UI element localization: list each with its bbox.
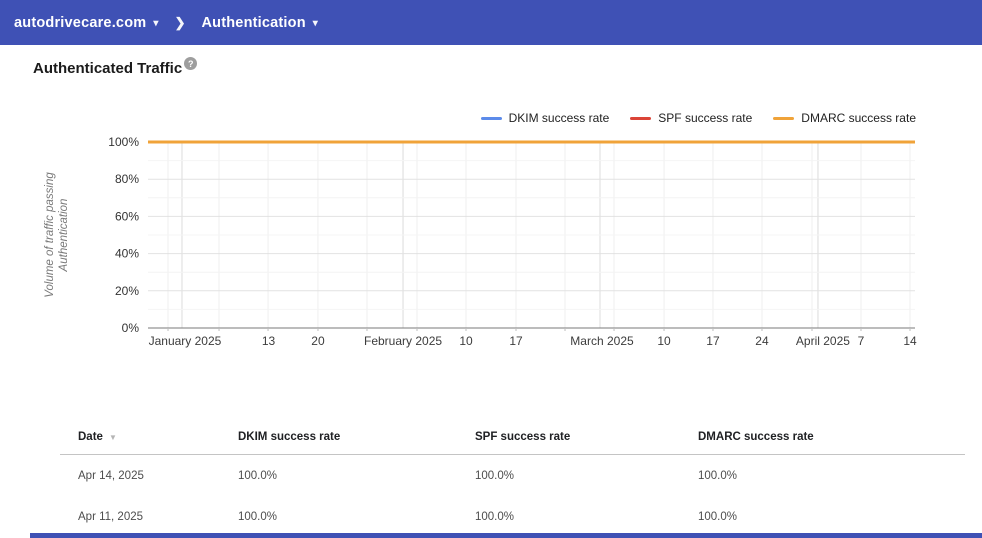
chevron-down-icon: ▾ — [153, 18, 159, 29]
legend-label-dmarc: DMARC success rate — [801, 111, 916, 125]
cell-dkim: 100.0% — [238, 469, 278, 482]
dmarc-line-swatch-icon — [773, 116, 795, 120]
svg-text:20%: 20% — [115, 284, 139, 298]
svg-text:January 2025: January 2025 — [149, 334, 222, 348]
svg-text:100%: 100% — [108, 135, 139, 149]
column-header-spf[interactable]: SPF success rate — [475, 431, 698, 443]
svg-text:80%: 80% — [115, 172, 139, 186]
svg-text:13: 13 — [262, 334, 276, 348]
svg-text:10: 10 — [459, 334, 473, 348]
sort-descending-icon: ▼ — [108, 432, 117, 442]
auth-results-table: Date ▼ DKIM success rate SPF success rat… — [60, 420, 965, 537]
legend-item-spf: SPF success rate — [630, 111, 752, 125]
svg-text:February 2025: February 2025 — [364, 334, 442, 348]
legend-item-dmarc: DMARC success rate — [773, 111, 916, 125]
svg-text:14: 14 — [903, 334, 917, 348]
authenticated-traffic-chart[interactable]: 0% 20% 40% 60% 80% 100% January 2025 13 20 Februa… — [0, 130, 982, 360]
svg-text:April 2025: April 2025 — [796, 334, 850, 348]
column-header-date[interactable]: Date ▼ — [78, 431, 238, 443]
svg-text:0%: 0% — [122, 321, 140, 335]
svg-text:Volume of traffic passing: Volume of traffic passing — [44, 172, 56, 298]
legend-item-dkim: DKIM success rate — [480, 111, 610, 125]
svg-text:Authentication: Authentication — [58, 199, 70, 273]
chevron-down-icon: ▾ — [312, 18, 319, 29]
dkim-line-swatch-icon — [480, 116, 502, 120]
cell-dmarc: 100.0% — [698, 510, 738, 523]
page-title-row: Authenticated Traffic ? — [33, 57, 198, 77]
column-header-dkim-label: DKIM success rate — [238, 431, 341, 443]
svg-text:7: 7 — [858, 334, 865, 348]
svg-text:24: 24 — [755, 334, 769, 348]
column-header-dkim[interactable]: DKIM success rate — [238, 431, 475, 443]
help-icon[interactable]: ? — [184, 57, 198, 70]
section-selector[interactable]: Authentication ▾ — [201, 15, 318, 31]
table-row: Apr 11, 2025 100.0% 100.0% 100.0% — [60, 496, 965, 537]
table-header-row: Date ▼ DKIM success rate SPF success rat… — [60, 420, 965, 455]
cell-dkim: 100.0% — [238, 510, 278, 523]
cell-date: Apr 14, 2025 — [78, 469, 144, 482]
cell-spf: 100.0% — [475, 469, 515, 482]
svg-text:10: 10 — [657, 334, 671, 348]
cell-dmarc: 100.0% — [698, 469, 738, 482]
legend-label-spf: SPF success rate — [658, 111, 753, 125]
section-selector-label: Authentication — [201, 14, 306, 31]
svg-text:17: 17 — [509, 334, 523, 348]
page-title: Authenticated Traffic — [33, 60, 183, 77]
svg-text:March 2025: March 2025 — [570, 334, 634, 348]
chart-legend: DKIM success rate SPF success rate DMARC… — [480, 111, 916, 125]
column-header-spf-label: SPF success rate — [475, 431, 571, 443]
domain-selector-label: autodrivecare.com — [14, 14, 147, 31]
svg-text:17: 17 — [706, 334, 720, 348]
domain-selector[interactable]: autodrivecare.com ▾ — [14, 15, 159, 31]
table-row: Apr 14, 2025 100.0% 100.0% 100.0% — [60, 455, 965, 496]
top-navigation-bar: autodrivecare.com ▾ ❯ Authentication ▾ — [0, 0, 982, 45]
cell-date: Apr 11, 2025 — [78, 510, 144, 523]
svg-text:40%: 40% — [115, 247, 139, 261]
column-header-date-label: Date — [78, 431, 103, 443]
bottom-bar — [30, 533, 982, 538]
svg-text:20: 20 — [311, 334, 325, 348]
column-header-dmarc-label: DMARC success rate — [698, 431, 814, 443]
spf-line-swatch-icon — [630, 116, 652, 120]
legend-label-dkim: DKIM success rate — [508, 111, 610, 125]
svg-text:60%: 60% — [115, 209, 139, 223]
cell-spf: 100.0% — [475, 510, 515, 523]
column-header-dmarc[interactable]: DMARC success rate — [698, 431, 965, 443]
breadcrumb-separator-icon: ❯ — [174, 14, 186, 30]
